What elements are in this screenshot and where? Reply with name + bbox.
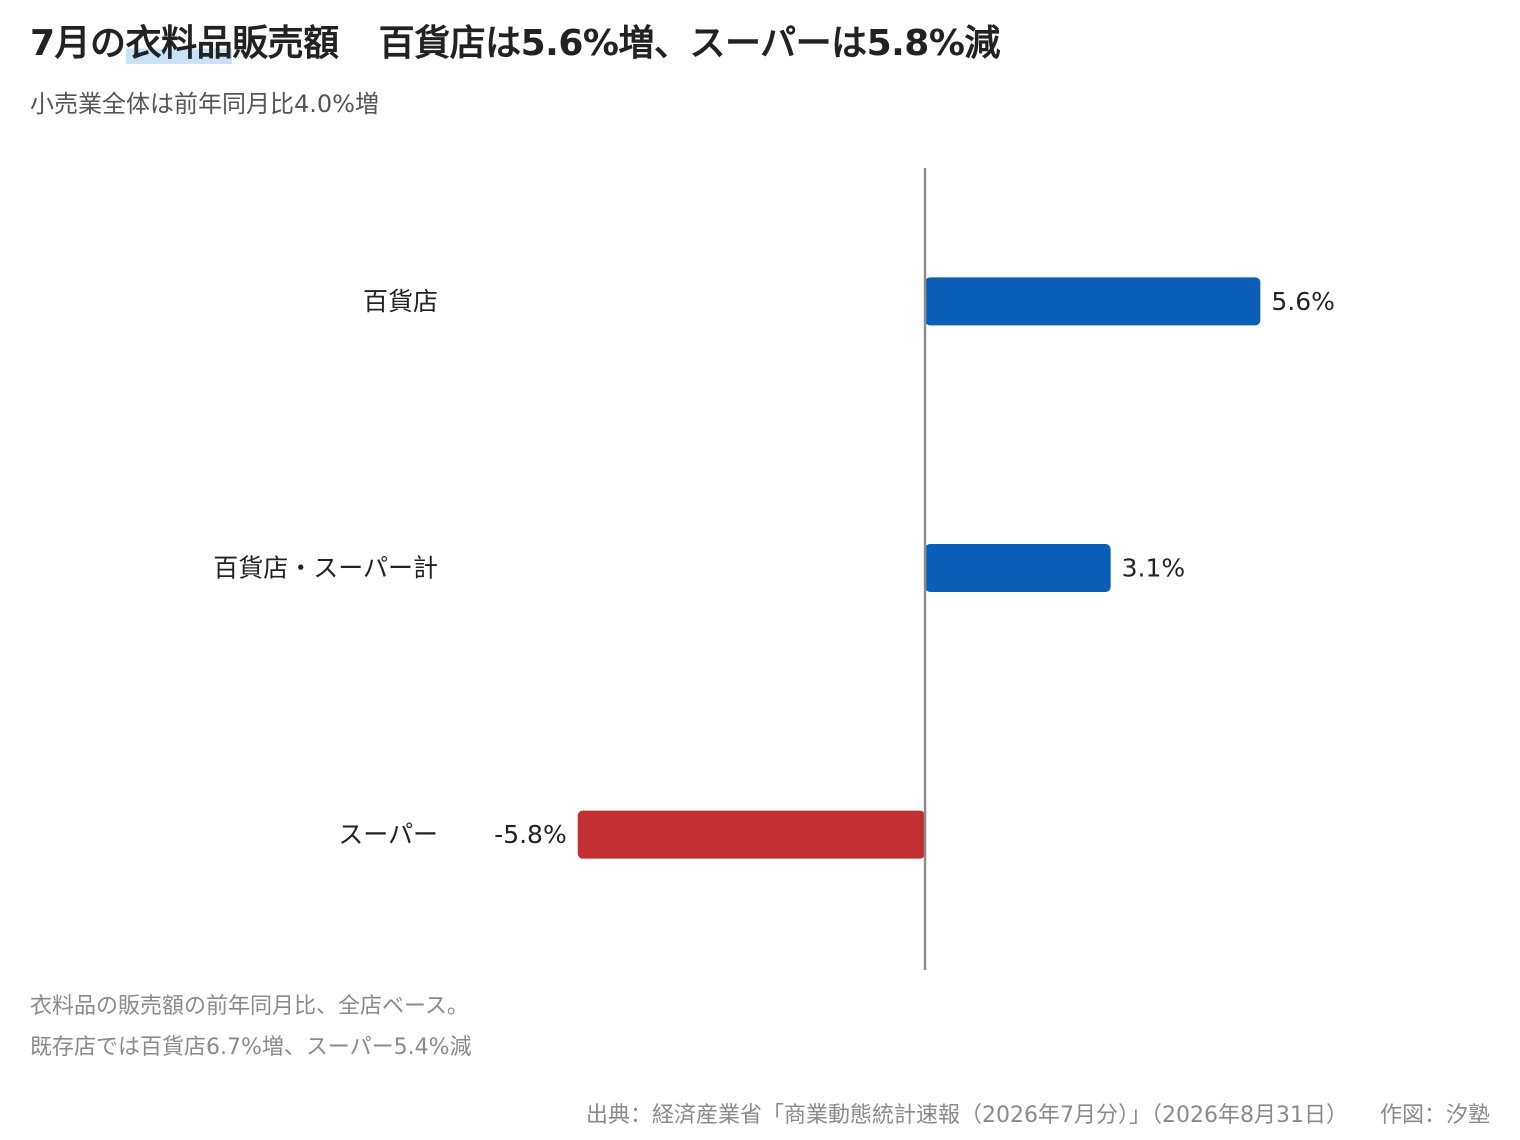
category-label-0: 百貨店: [363, 287, 438, 316]
title-middle: 販売額: [232, 23, 339, 64]
footnote-1: 衣料品の販売額の前年同月比、全店ベース。: [30, 994, 469, 1019]
value-label-1: 3.1%: [1122, 554, 1186, 583]
chart-subtitle: 小売業全体は前年同月比4.0%増: [30, 90, 379, 118]
title-rest: 百貨店は5.6%増、スーパーは5.8%減: [378, 23, 1001, 64]
chart-title: 7月の衣料品販売額 百貨店は5.6%増、スーパーは5.8%減: [30, 14, 1000, 66]
bar-2: [577, 810, 926, 859]
author-credit: 作図：汐塾: [1379, 1103, 1490, 1128]
source-citation: 出典：経済産業省「商業動態統計速報（2026年7月分）」（2026年8月31日）: [586, 1103, 1348, 1128]
value-label-0: 5.6%: [1271, 287, 1335, 316]
category-label-2: スーパー: [338, 820, 438, 849]
category-label-1: 百貨店・スーパー計: [213, 554, 438, 583]
bar-0: [925, 277, 1261, 326]
footnote-2: 既存店では百貨店6.7%増、スーパー5.4%減: [30, 1035, 472, 1060]
title-prefix: 7月の: [30, 23, 126, 64]
bar-1: [925, 544, 1111, 592]
title-highlight: 衣料品: [125, 23, 233, 64]
bar-chart: 百貨店 5.6% 百貨店・スーパー計 3.1% スーパー -5.8%: [213, 168, 1335, 970]
value-label-2: -5.8%: [494, 820, 567, 849]
source-credit: 出典：経済産業省「商業動態統計速報（2026年7月分）」（2026年8月31日）…: [586, 1097, 1490, 1129]
